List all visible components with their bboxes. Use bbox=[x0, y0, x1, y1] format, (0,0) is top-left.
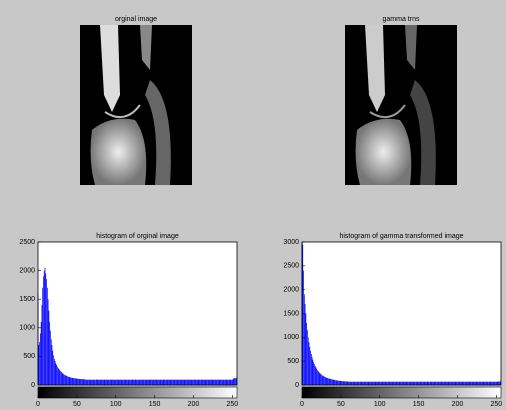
y-tick-label: 2000 bbox=[19, 267, 35, 274]
y-tick-label: 0 bbox=[295, 382, 299, 389]
x-tick-label: 150 bbox=[413, 401, 425, 408]
x-tick-label: 200 bbox=[188, 401, 200, 408]
colorbar bbox=[38, 387, 237, 398]
y-tick-label: 1000 bbox=[283, 334, 299, 341]
x-tick-label: 50 bbox=[337, 401, 345, 408]
x-tick-label: 200 bbox=[452, 401, 464, 408]
gamma-image bbox=[345, 25, 457, 185]
y-tick-label: 1500 bbox=[283, 310, 299, 317]
colorbar bbox=[302, 387, 501, 398]
x-tick-label: 100 bbox=[110, 401, 122, 408]
chart-title: histogram of orginal image bbox=[96, 233, 179, 240]
plot-area bbox=[302, 242, 501, 385]
x-tick-label: 250 bbox=[490, 401, 502, 408]
y-tick-label: 1000 bbox=[19, 325, 35, 332]
y-tick-label: 500 bbox=[23, 353, 35, 360]
y-tick-label: 500 bbox=[287, 358, 299, 365]
plot-area bbox=[38, 242, 237, 385]
x-tick-label: 250 bbox=[226, 401, 238, 408]
x-tick-label: 100 bbox=[374, 401, 386, 408]
x-tick-label: 0 bbox=[36, 401, 40, 408]
y-tick-label: 1500 bbox=[19, 296, 35, 303]
y-tick-label: 3000 bbox=[283, 239, 299, 246]
y-tick-label: 2500 bbox=[283, 263, 299, 270]
image-title: gamma trns bbox=[383, 16, 420, 23]
y-tick-label: 2000 bbox=[283, 287, 299, 294]
y-tick-label: 2500 bbox=[19, 239, 35, 246]
original-image bbox=[80, 25, 192, 185]
chart-title: histogram of gamma transformed image bbox=[339, 233, 463, 240]
x-tick-label: 0 bbox=[300, 401, 304, 408]
image-title: orginal image bbox=[115, 16, 157, 23]
y-tick-label: 0 bbox=[31, 382, 35, 389]
x-tick-label: 50 bbox=[73, 401, 81, 408]
x-tick-label: 150 bbox=[149, 401, 161, 408]
figure-window: orginal image gamma trns histogram of or… bbox=[0, 0, 506, 410]
